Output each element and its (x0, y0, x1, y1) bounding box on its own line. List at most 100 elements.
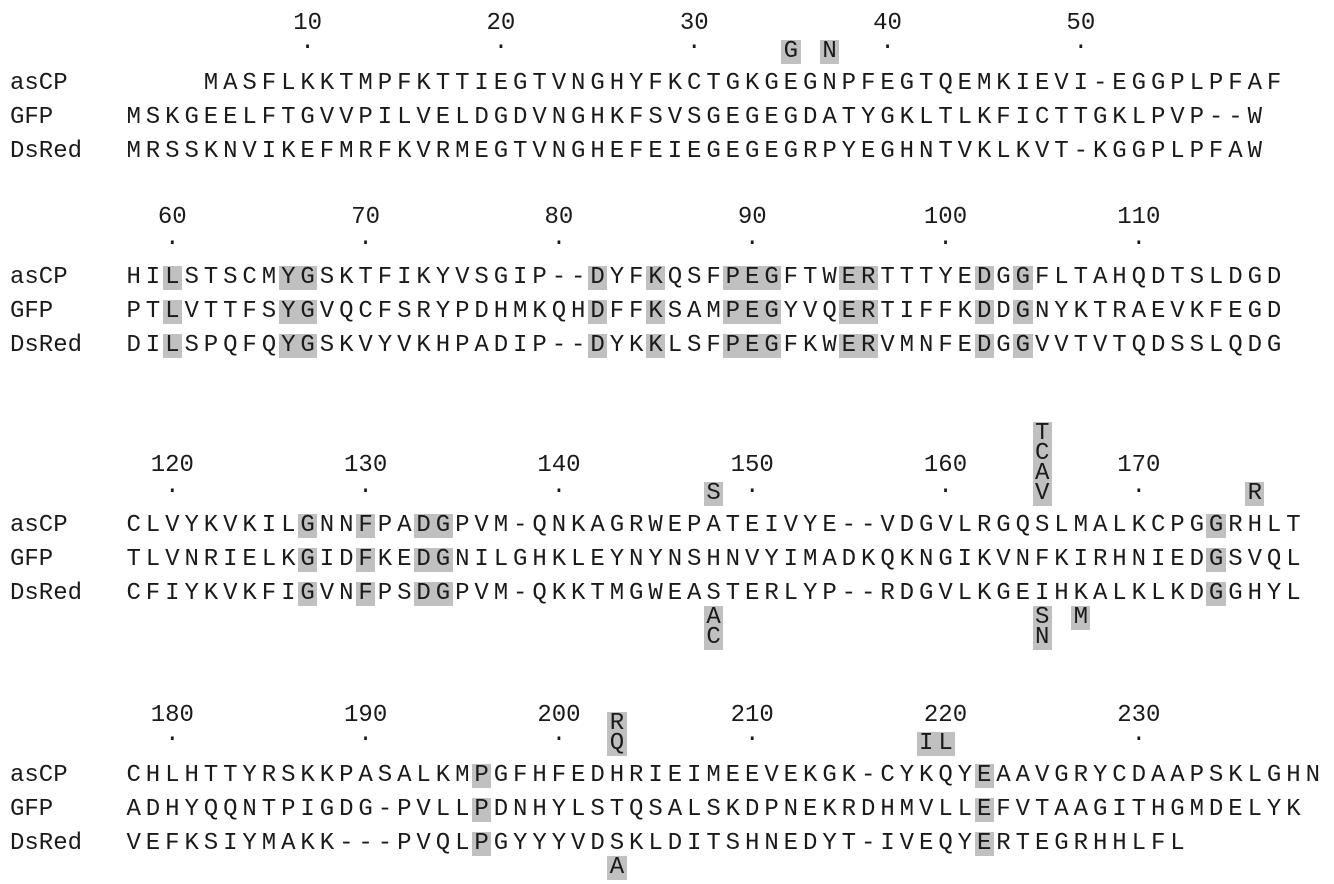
residue: K (899, 104, 915, 131)
residue: H (145, 762, 161, 789)
residue: H (880, 796, 895, 823)
residue: D (1189, 580, 1204, 607)
residue: I (513, 332, 528, 359)
residue: L (571, 546, 586, 573)
residue: K (1054, 546, 1069, 573)
residue: R (1092, 546, 1108, 573)
residue: K (976, 580, 992, 607)
residue: G (1206, 514, 1226, 538)
residue: H (1247, 580, 1262, 607)
residue: H (165, 796, 180, 823)
residue: - (339, 830, 354, 857)
residue: - (513, 580, 528, 607)
residue: D (974, 266, 994, 290)
residue: S (687, 264, 702, 291)
residue: R (858, 266, 878, 290)
residue: K (725, 796, 741, 823)
residue: K (918, 762, 934, 789)
residue: V (416, 830, 431, 857)
residue: I (300, 796, 315, 823)
residue: K (1015, 138, 1031, 165)
residue: Y (860, 104, 876, 131)
residue: F (261, 580, 277, 607)
residue: I (1073, 546, 1089, 573)
ruler-dot: · (745, 230, 760, 257)
residue: K (281, 138, 296, 165)
sequence-name-gfp: GFP (10, 546, 54, 573)
residue: E (745, 762, 760, 789)
residue: Q (938, 762, 953, 789)
residue: W (822, 332, 837, 359)
residue: I (899, 298, 915, 325)
residue: C (126, 580, 141, 607)
residue: P (339, 762, 354, 789)
residue: K (339, 264, 354, 291)
residue: - (571, 332, 586, 359)
residue: K (957, 298, 973, 325)
residue: M (455, 762, 470, 789)
residue: M (899, 796, 915, 823)
residue: Q (1131, 264, 1147, 291)
residue: L (145, 512, 161, 539)
residue: I (513, 264, 528, 291)
residue: F (648, 70, 663, 97)
residue: I (145, 264, 161, 291)
residue: T (281, 104, 296, 131)
residue: I (319, 546, 335, 573)
residue: R (803, 138, 818, 165)
residue: F (629, 264, 644, 291)
residue: Y (938, 264, 953, 291)
residue: L (1112, 580, 1127, 607)
residue: A (397, 762, 412, 789)
residue: P (455, 298, 470, 325)
residue: - (551, 264, 567, 291)
residue: I (223, 546, 238, 573)
ruler-number: 170 (1117, 452, 1161, 479)
residue: M (455, 138, 470, 165)
residue: I (281, 580, 296, 607)
residue: A (687, 298, 702, 325)
residue: H (532, 796, 547, 823)
residue: G (1054, 762, 1069, 789)
residue: E (223, 104, 238, 131)
residue: Y (822, 830, 837, 857)
residue: G (761, 300, 782, 324)
residue: E (839, 300, 859, 324)
ruler-dot: · (687, 34, 702, 61)
residue: E (300, 138, 315, 165)
residue: L (783, 580, 799, 607)
residue: T (203, 264, 219, 291)
residue: E (742, 300, 762, 324)
residue: P (471, 764, 492, 788)
variant-annotation: C (703, 626, 724, 650)
residue: G (493, 104, 509, 131)
residue: P (822, 138, 837, 165)
ruler-number: 30 (679, 10, 709, 37)
residue: G (1170, 796, 1185, 823)
residue: G (571, 138, 586, 165)
residue: L (455, 830, 470, 857)
residue: V (358, 332, 373, 359)
residue: L (667, 332, 683, 359)
ruler-number: 230 (1117, 702, 1161, 729)
residue: T (841, 104, 857, 131)
residue: Y (957, 830, 973, 857)
residue: V (223, 512, 238, 539)
variant-annotation: A (703, 606, 724, 630)
residue: I (145, 332, 161, 359)
residue: A (474, 332, 489, 359)
residue: V (880, 332, 895, 359)
residue: T (1170, 264, 1185, 291)
residue: L (918, 104, 934, 131)
residue: D (745, 796, 760, 823)
residue: K (377, 546, 393, 573)
residue: D (413, 548, 434, 572)
residue: L (281, 512, 296, 539)
residue: C (358, 298, 373, 325)
residue: S (667, 298, 683, 325)
residue: S (242, 70, 257, 97)
residue: G (300, 104, 315, 131)
residue: N (1034, 298, 1050, 325)
ruler-number: 220 (923, 702, 968, 729)
residue: S (1034, 512, 1050, 539)
